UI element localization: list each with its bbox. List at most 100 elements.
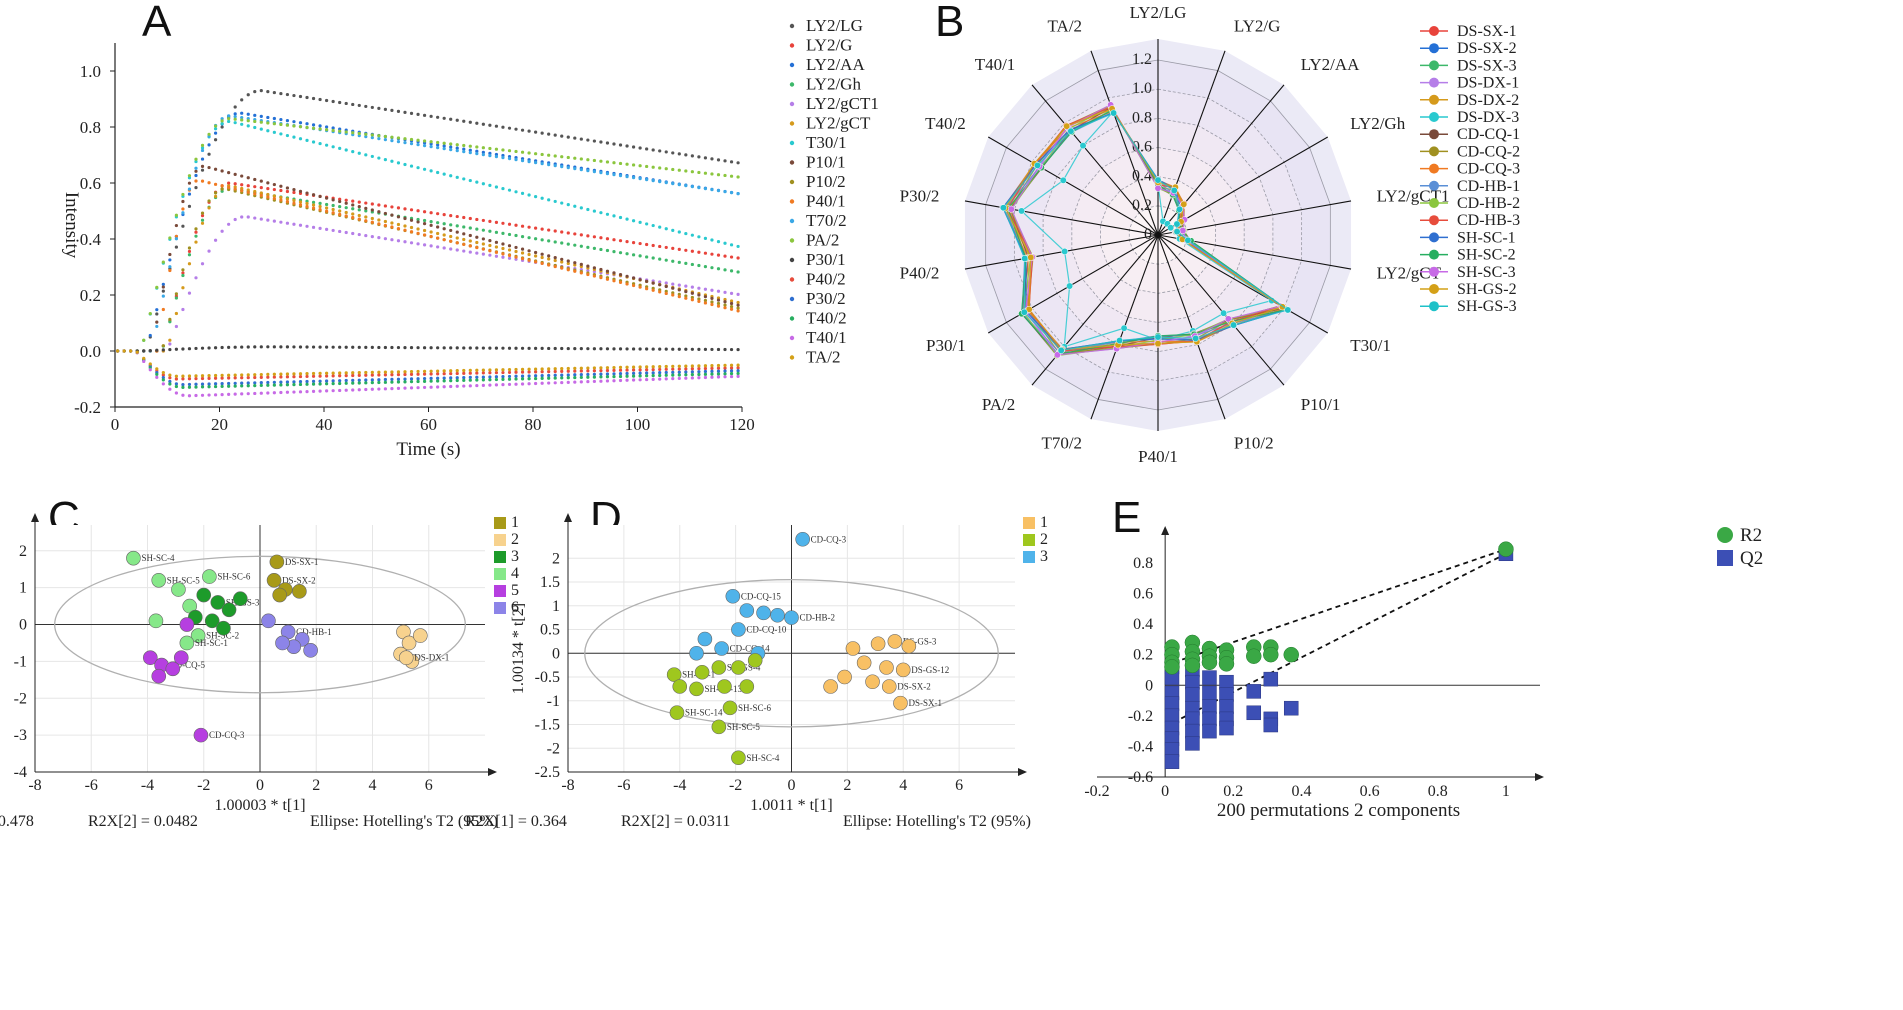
curve-point [181,307,185,312]
curve-point [187,246,192,250]
score-point [887,634,903,649]
curve-point [547,381,551,385]
curve-point [344,345,348,349]
curve-point [534,226,538,230]
curve-point [422,218,427,223]
curve-point [703,187,708,191]
radar-series-point [1154,176,1162,184]
radar-series-point [1173,228,1181,236]
curve-point [390,139,394,143]
curve-point [553,264,557,269]
curve-point [155,308,159,312]
score-point [303,643,318,658]
curve-point [684,367,688,371]
curve-point [462,249,466,253]
curve-point [194,230,198,234]
curve-point [436,115,440,119]
curve-point [292,190,296,195]
x-tick-label: 6 [955,777,963,794]
curve-point [455,384,459,388]
curve-point [187,394,192,398]
point-label: SH-SC-2 [206,631,239,641]
point-label: SH-SC-5 [167,575,201,585]
curve-point [651,374,655,378]
radar-spoke [964,200,1159,236]
curve-point [344,388,348,392]
curve-point [292,120,296,124]
curve-point [253,391,257,396]
curve-point [547,257,551,261]
y-tick-label: -1.5 [535,717,560,734]
curve-point [605,277,610,281]
curve-point [240,384,244,388]
legend-swatch [494,585,506,597]
curve-point [403,228,407,232]
curve-point [338,379,342,383]
curve-point [220,125,224,129]
score-point [747,653,763,668]
curve-point [325,382,329,386]
curve-point [520,224,525,228]
curve-point [298,374,303,379]
curve-point [475,149,479,153]
curve-point [671,228,675,232]
curve-point [677,288,681,292]
x-tick-label: 2 [312,777,320,794]
curve-point [181,211,185,215]
curve-point [416,242,420,246]
curve-point [475,245,479,250]
curve-point [227,171,231,175]
radar-axis-label: P30/2 [900,186,940,205]
curve-point [710,252,714,256]
curve-point [638,146,642,150]
score-point [151,668,167,684]
score-point [196,587,212,603]
curve-point [697,286,701,290]
curve-point [266,121,270,125]
curve-point [527,367,531,371]
panel-label: E [1112,493,1141,542]
curve-point [579,168,583,172]
curve-point [612,368,616,372]
curve-point [573,243,577,247]
curve-point [305,379,309,384]
y-tick-label: -0.4 [1128,738,1153,755]
curve-point [390,108,394,112]
curve-point [325,202,329,207]
curve-point [292,93,296,98]
x-tick-label: 0.6 [1360,783,1380,800]
curve-point [736,374,740,378]
curve-point [259,193,263,197]
curve-point [416,166,420,170]
curve-point [370,387,374,391]
curve-point [338,371,342,375]
series-p30-1 [116,345,740,353]
footer-stat: R2X[2] = 0.0482 [88,813,198,830]
curve-point [625,162,629,166]
curve-point [377,378,381,382]
curve-point [540,381,544,385]
curve-point [364,233,368,238]
curve-point [357,217,361,221]
curve-point [579,244,583,248]
curve-point [311,374,316,378]
x-tick-label: 0.8 [1428,783,1448,800]
y-tick-label: -1 [14,653,27,670]
curve-point [586,138,590,142]
curve-point [207,393,211,397]
curve-point [462,147,466,151]
radar-series-point [1079,142,1087,150]
footer-stat: Ellipse: Hotelling's T2 (95%) [843,813,1031,830]
curve-point [566,268,570,272]
curve-point [573,373,577,377]
curve-point [370,202,374,206]
curve-point [553,240,557,244]
radar-series-point [1061,248,1069,255]
radar-series-point [1167,224,1175,232]
curve-point [586,347,590,351]
radar-tick-label: 1.0 [1132,80,1152,97]
curve-point [697,170,701,175]
curve-point [631,163,636,167]
curve-point [422,372,427,376]
curve-point [377,218,381,222]
